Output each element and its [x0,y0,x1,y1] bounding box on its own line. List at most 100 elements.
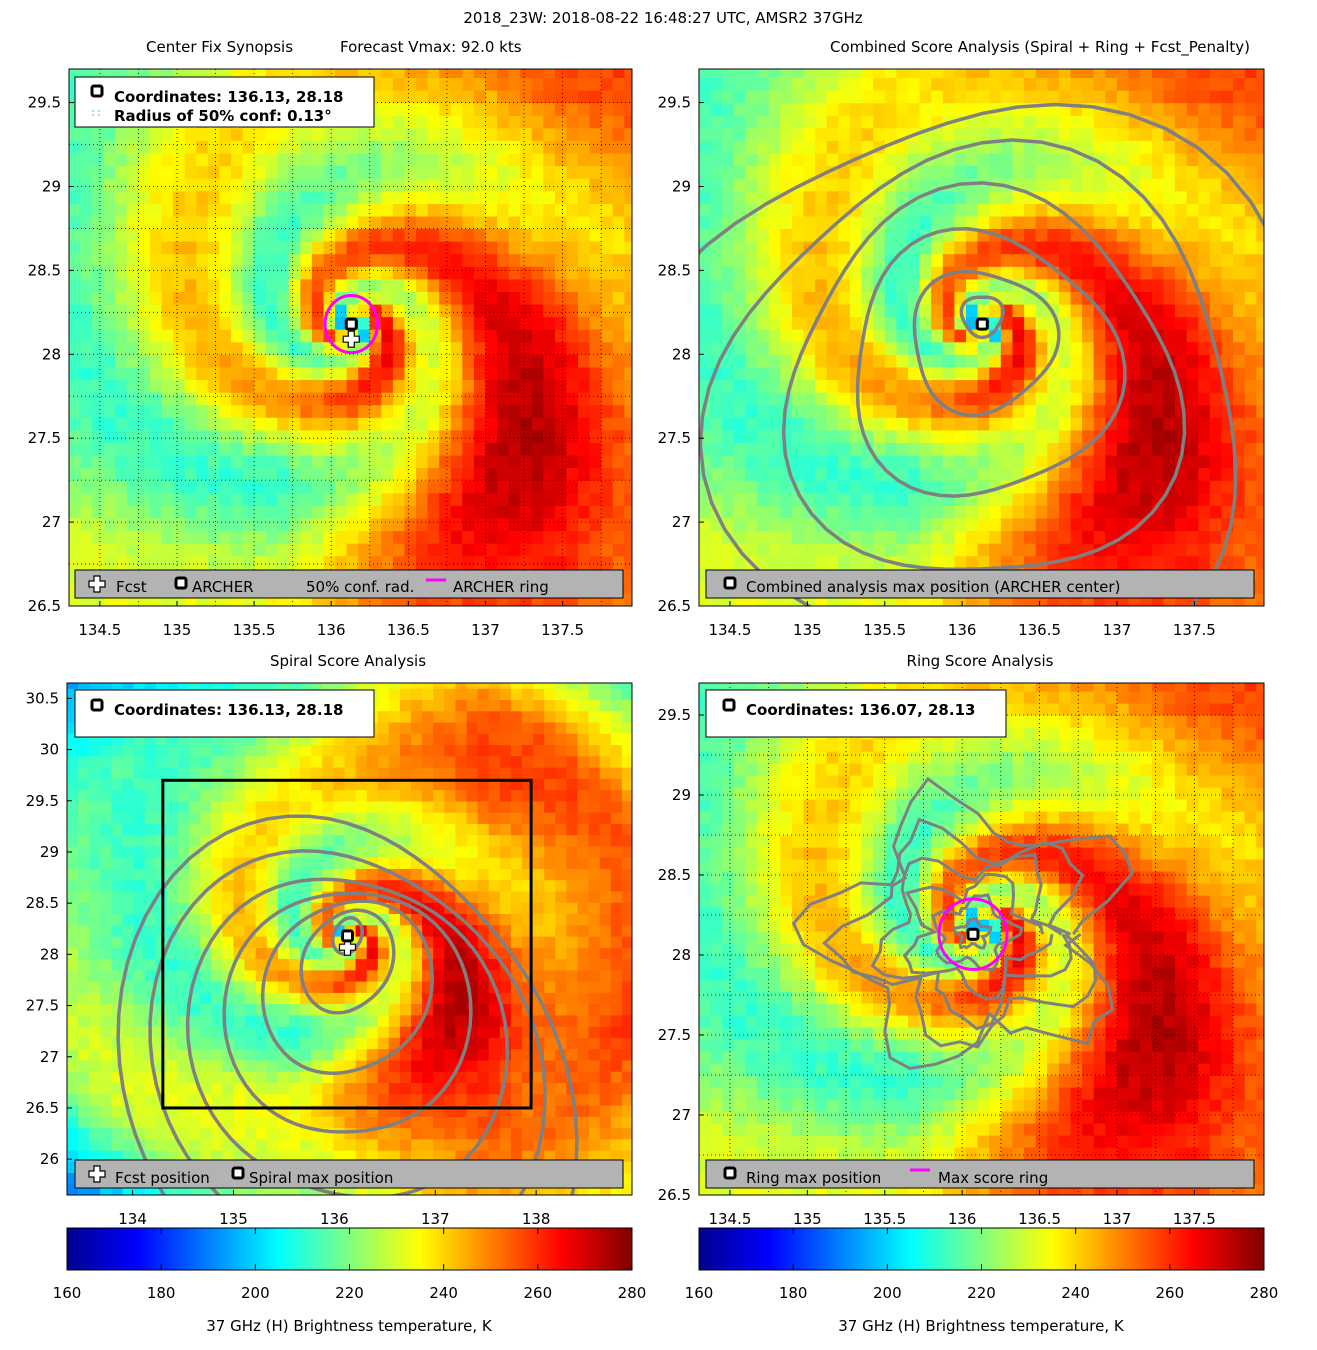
heatmap-cell [439,178,452,192]
heatmap-cell [144,823,157,836]
heatmap-cell [1244,480,1257,494]
heatmap-cell [884,366,897,381]
heatmap-cell [67,1037,79,1050]
heatmap-cell [1116,77,1130,91]
heatmap-cell [624,530,632,544]
heatmap-cell [1024,77,1037,91]
heatmap-cell [133,845,146,858]
heatmap-cell [1082,354,1095,368]
heatmap-cell [699,228,712,242]
heatmap-cell [265,442,278,456]
heatmap-cell [1093,178,1106,192]
heatmap-cell [122,1003,135,1016]
heatmap-cell [184,392,197,406]
heatmap-cell [254,417,267,431]
heatmap-cell [873,543,886,557]
heatmap-cell [873,530,886,544]
heatmap-cell [392,253,406,267]
heatmap-cell [1047,392,1060,406]
heatmap-cell [722,404,735,418]
heatmap-cell [624,228,632,242]
heatmap-cell [122,1116,135,1129]
heatmap-cell [427,366,440,381]
heatmap-cell [612,555,625,569]
heatmap-cell [161,266,174,280]
heatmap-cell [508,215,521,229]
heatmap-cell [311,354,325,368]
heatmap-cell [369,266,382,280]
heatmap-cell [369,69,382,78]
heatmap-cell [103,442,116,456]
heatmap-cell [589,366,602,381]
heatmap-cell [462,115,475,129]
heatmap-cell [369,492,382,506]
heatmap-cell [1024,140,1037,154]
heatmap-cell [1221,266,1234,280]
heatmap-cell [439,241,452,255]
heatmap-cell [450,505,463,519]
heatmap-cell [1140,455,1153,469]
heatmap-cell [1116,505,1130,519]
heatmap-cell [89,845,101,858]
heatmap-cell [254,517,267,532]
heatmap-cell [1233,241,1246,255]
heatmap-cell [485,303,498,318]
heatmap-cell [189,1059,201,1072]
heatmap-cell [791,517,805,532]
heatmap-cell [531,228,544,242]
heatmap-cell [624,77,632,91]
heatmap-cell [1221,127,1234,141]
heatmap-cell [1012,417,1025,431]
heatmap-cell [1082,517,1095,532]
heatmap-cell [543,379,556,393]
heatmap-cell [1151,152,1164,167]
heatmap-cell [589,404,602,418]
heatmap-cell [566,429,579,443]
heatmap-cell [69,178,82,192]
heatmap-cell [92,379,105,393]
heatmap-cell [439,291,452,305]
heatmap-cell [189,868,201,881]
synopsis-axes-frame [68,68,633,607]
heatmap-cell [126,517,139,532]
heatmap-cell [497,165,510,179]
heatmap-cell [1175,291,1188,305]
heatmap-cell [554,266,568,280]
heatmap-cell [254,266,267,280]
heatmap-cell [1256,228,1264,242]
heatmap-cell [78,1127,90,1140]
heatmap-cell [1035,127,1048,141]
heatmap-cell [133,767,146,779]
heatmap-cell [954,102,967,116]
heatmap-cell [520,152,533,167]
heatmap-cell [966,316,979,330]
heatmap-cell [473,530,487,544]
heatmap-cell [103,379,116,393]
heatmap-cell [133,800,146,813]
heatmap-cell [178,1082,190,1095]
heatmap-cell [1256,278,1264,292]
heatmap-cell [849,215,863,229]
heatmap-cell [358,316,371,330]
heatmap-cell [427,77,440,91]
heatmap-cell [335,492,348,506]
heatmap-cell [601,341,614,355]
heatmap-cell [115,69,128,78]
heatmap-cell [497,69,510,78]
heatmap-cell [392,140,406,154]
heatmap-cell [601,69,614,78]
heatmap-cell [989,69,1002,78]
heatmap-cell [977,115,990,129]
heatmap-cell [745,467,758,481]
heatmap-cell [1047,215,1060,229]
synopsis-coordinates: Coordinates: 136.13, 28.18 [114,88,343,106]
heatmap-cell [589,253,602,267]
heatmap-cell [531,341,544,355]
heatmap-cell [722,467,735,481]
heatmap-cell [392,329,406,343]
heatmap-cell [1151,140,1164,154]
heatmap-cell [335,241,348,255]
heatmap-cell [931,102,944,116]
heatmap-cell [404,69,417,78]
heatmap-cell [207,492,220,506]
